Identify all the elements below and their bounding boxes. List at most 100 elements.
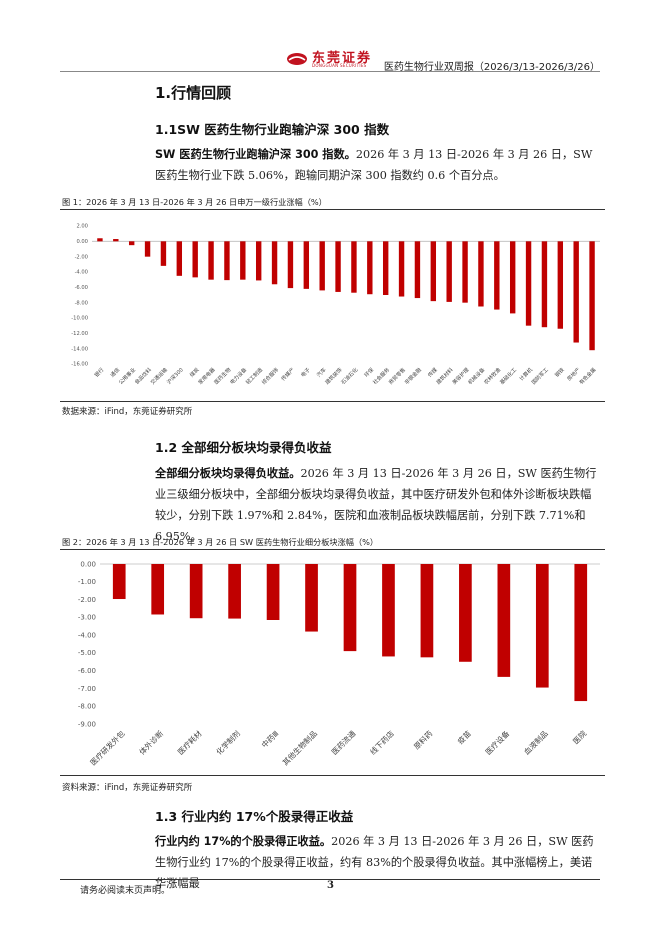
bar	[462, 241, 468, 303]
category-label: 血液制品	[521, 728, 549, 756]
paragraph-body: 2026 年 3 月 13 日-2026 年 3 月 26 日，SW 医药生物行…	[155, 835, 594, 890]
bar	[525, 241, 532, 326]
category-label: 中药Ⅲ	[259, 728, 280, 749]
bar	[574, 564, 588, 702]
category-label: 医疗设备	[483, 728, 512, 757]
figure-bottom-rule	[60, 401, 605, 402]
subsection-title: 1.3 行业内约 17%个股录得正收益	[155, 809, 354, 824]
bar	[382, 241, 389, 295]
header-divider	[60, 71, 600, 72]
bar	[224, 241, 230, 281]
bar	[573, 241, 579, 343]
category-label: 其他生物制品	[280, 728, 319, 767]
category-label: 疫苗	[455, 728, 473, 746]
y-tick-label: 2.00	[76, 224, 88, 230]
brand-logo-subtext: DONGGUAN SECURITIES	[312, 63, 367, 68]
bar	[192, 241, 198, 278]
category-label: 原料药	[411, 728, 434, 751]
category-label: 体外诊断	[137, 728, 166, 757]
footer-disclaimer: 请务必阅读末页声明。	[80, 886, 171, 896]
category-label: 石油石化	[339, 366, 359, 386]
bar	[335, 241, 341, 292]
category-label: 医药流通	[329, 728, 358, 757]
paragraph-lead: 全部细分板块均录得负收益。	[155, 467, 301, 480]
figure-caption: 图 1：2026 年 3 月 13 日-2026 年 3 月 26 日申万一级行…	[62, 197, 327, 207]
bar	[97, 238, 103, 242]
bar	[271, 241, 278, 285]
bar	[351, 241, 357, 293]
bar	[509, 241, 516, 314]
y-tick-label: 0.00	[76, 239, 88, 245]
y-tick-label: -3.00	[78, 614, 96, 622]
bar	[160, 241, 167, 266]
y-tick-label: -8.00	[78, 703, 96, 711]
y-tick-label: -14.00	[71, 346, 88, 352]
figure-top-rule	[60, 549, 605, 550]
bar	[494, 241, 500, 310]
paragraph-lead: SW 医药生物行业跑输沪深 300 指数。	[155, 148, 356, 161]
bar	[398, 241, 405, 297]
y-tick-label: -6.00	[75, 285, 88, 291]
paragraph-lead: 行业内约 17%的个股录得正收益。	[155, 835, 332, 848]
category-label: 有色金属	[577, 366, 597, 386]
y-tick-label: -10.00	[71, 316, 88, 322]
footer-divider	[60, 879, 600, 880]
subsector-return-chart: 0.00 -1.00 -2.00 -3.00 -4.00 -5.00 -6.00 -7.00 -…	[78, 560, 600, 767]
y-tick-label: -5.00	[78, 649, 96, 657]
bar	[414, 241, 421, 299]
bar	[176, 241, 183, 276]
bar	[305, 564, 318, 632]
bar	[557, 241, 564, 329]
y-tick-label: -8.00	[75, 300, 88, 306]
bar	[112, 564, 126, 600]
brand-logo-icon	[287, 53, 307, 65]
category-label: 医疗耗材	[175, 728, 204, 757]
section-title: 1.行情回顾	[155, 84, 232, 102]
y-tick-label: -2.00	[75, 254, 88, 260]
report-header-title: 医药生物行业双周报（2026/3/13-2026/3/26）	[383, 62, 600, 73]
category-label: 化学制剂	[214, 728, 242, 756]
category-label: 国防军工	[530, 366, 550, 386]
industry-return-chart: 2.00 0.00 -2.00 -4.00 -6.00 -8.00 -10.00 -12.00…	[71, 224, 600, 386]
bar	[343, 564, 357, 652]
bar	[228, 564, 241, 619]
bar	[420, 564, 434, 658]
category-label: 线下药店	[368, 728, 397, 757]
category-label: 非银金融	[403, 366, 423, 386]
category-label: 通信	[108, 366, 121, 379]
bar	[430, 241, 437, 302]
category-label: 环保	[362, 365, 376, 379]
paragraph: 全部细分板块均录得负收益。2026 年 3 月 13 日-2026 年 3 月 …	[155, 463, 600, 547]
category-label: 传媒产	[279, 366, 296, 383]
y-tick-label: -2.00	[78, 596, 96, 604]
y-tick-label: -16.00	[71, 362, 88, 368]
paragraph-body: 2026 年 3 月 13 日-2026 年 3 月 26 日，SW 医药生物行…	[155, 467, 597, 543]
figure-bottom-rule	[60, 775, 605, 776]
y-tick-label: -12.00	[71, 331, 88, 337]
brand-logo-text: 东莞证券	[312, 51, 373, 66]
bar	[589, 241, 595, 351]
bar	[266, 564, 280, 620]
y-tick-label: -6.00	[78, 667, 96, 675]
bar	[459, 564, 472, 662]
bar	[189, 564, 203, 619]
y-tick-label: -4.00	[78, 631, 96, 639]
bar	[128, 241, 135, 246]
bar	[478, 241, 484, 307]
y-tick-label: 0.00	[80, 560, 96, 568]
figure-top-rule	[60, 209, 605, 210]
y-tick-label: -9.00	[78, 720, 96, 728]
paragraph: SW 医药生物行业跑输沪深 300 指数。2026 年 3 月 13 日-202…	[155, 144, 600, 186]
figure-source: 资料来源：iFind，东莞证券研究所	[62, 783, 193, 793]
bar	[367, 241, 373, 295]
category-label: 医疗研发外包	[88, 728, 127, 767]
category-label: 医院	[571, 728, 589, 746]
bar	[319, 241, 325, 291]
bar	[144, 241, 151, 257]
bar	[151, 564, 165, 615]
category-label: 钢铁	[553, 366, 566, 379]
bar	[255, 241, 262, 281]
figure-caption: 图 2：2026 年 3 月 13 日-2026 年 3 月 26 日 SW 医…	[62, 537, 379, 547]
category-label: 煤炭	[188, 366, 201, 379]
category-label: 汽车	[315, 366, 328, 379]
